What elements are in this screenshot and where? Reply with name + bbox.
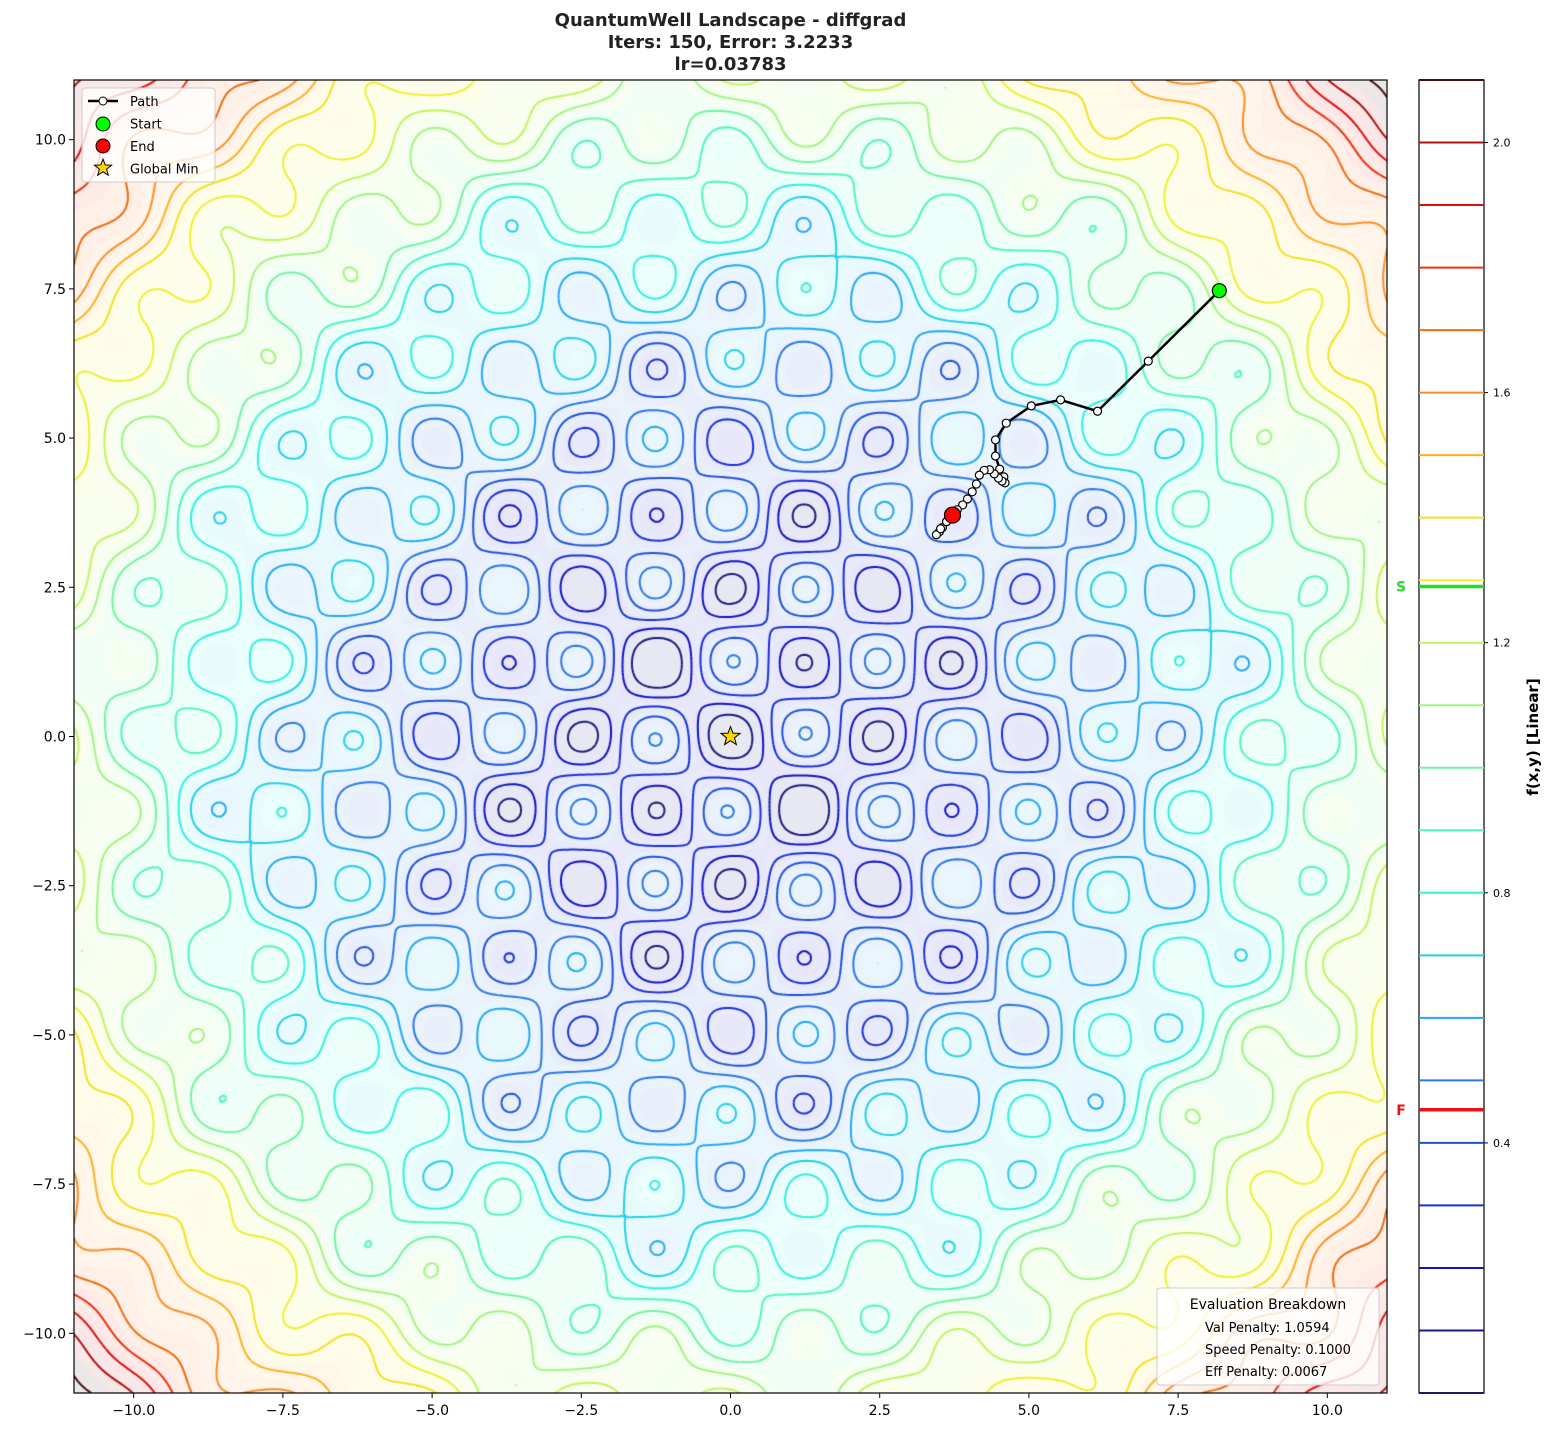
- colorbar-marker-label: F: [1396, 1103, 1406, 1119]
- chart-subtitle-iters: Iters: 150, Error: 3.2233: [607, 32, 854, 53]
- x-tick-label: −10.0: [112, 1403, 155, 1419]
- eval-box-title: Evaluation Breakdown: [1190, 1297, 1346, 1313]
- path-point: [1092, 406, 1103, 416]
- legend-label: End: [130, 140, 155, 155]
- x-tick-label: 10.0: [1312, 1403, 1343, 1419]
- legend-label: Path: [130, 95, 159, 110]
- chart-subtitle-lr: lr=0.03783: [674, 54, 787, 75]
- y-tick-label: 2.5: [44, 580, 66, 596]
- evaluation-breakdown-box: Evaluation Breakdown Val Penalty: 1.0594 S…: [1156, 1287, 1380, 1386]
- colorbar-tick-label: 0.4: [1493, 1137, 1511, 1150]
- y-tick-label: 7.5: [44, 282, 66, 298]
- eval-box-line: Eff Penalty: 0.0067: [1205, 1365, 1327, 1380]
- optimizer-path-line: [935, 289, 1221, 536]
- x-tick-label: −7.5: [266, 1403, 300, 1419]
- x-tick-label: −5.0: [415, 1403, 449, 1419]
- legend-label: Global Min: [130, 163, 199, 178]
- x-tick-label: 2.5: [869, 1403, 891, 1419]
- y-tick-label: −10.0: [23, 1326, 66, 1342]
- path-point: [962, 494, 973, 504]
- colorbar-tick-label: 1.2: [1493, 637, 1511, 650]
- legend-path-marker-icon: [98, 96, 108, 106]
- path-point: [971, 479, 981, 489]
- path-point: [935, 524, 946, 534]
- legend-label: Start: [130, 118, 162, 133]
- x-tick-label: −2.5: [564, 1403, 598, 1419]
- path-point: [990, 451, 1001, 461]
- eval-box-line: Speed Penalty: 0.1000: [1205, 1343, 1351, 1358]
- legend-star-icon: [93, 157, 113, 177]
- eval-box-line: Val Penalty: 1.0594: [1205, 1321, 1330, 1336]
- path-point: [974, 470, 984, 480]
- y-tick-label: −5.0: [32, 1028, 66, 1044]
- y-tick-label: −2.5: [32, 879, 66, 895]
- colorbar-label: f(x,y) [Linear]: [1524, 678, 1542, 795]
- x-tick-label: 7.5: [1167, 1403, 1189, 1419]
- y-tick-label: 0.0: [44, 730, 66, 746]
- legend-box: [81, 87, 216, 183]
- colorbar-marker-label: S: [1396, 579, 1406, 595]
- path-point: [1001, 418, 1011, 428]
- y-tick-label: 10.0: [35, 133, 66, 149]
- y-tick-label: 5.0: [44, 431, 66, 447]
- y-tick-label: −7.5: [32, 1177, 66, 1193]
- legend: Path Start End Global Min: [81, 87, 216, 183]
- end-marker: [943, 506, 962, 524]
- colorbar-tick-label: 2.0: [1493, 137, 1511, 150]
- colorbar-tick-label: 1.6: [1493, 387, 1511, 400]
- colorbar-tick-label: 0.8: [1493, 887, 1511, 900]
- path-point: [1026, 401, 1036, 411]
- eval-box-bg: [1156, 1287, 1380, 1386]
- path-point: [1055, 395, 1066, 405]
- path-point: [967, 487, 977, 497]
- global-min-star-icon: [719, 725, 742, 746]
- colorbar: [1418, 79, 1485, 1394]
- chart-title: QuantumWell Landscape - diffgrad: [554, 10, 907, 31]
- start-marker: [1211, 283, 1227, 299]
- path-point: [990, 435, 1001, 445]
- legend-start-icon: [95, 116, 111, 132]
- x-tick-label: 5.0: [1018, 1403, 1040, 1419]
- legend-end-icon: [95, 138, 111, 154]
- x-tick-label: 0.0: [719, 1403, 741, 1419]
- path-point: [1143, 356, 1153, 366]
